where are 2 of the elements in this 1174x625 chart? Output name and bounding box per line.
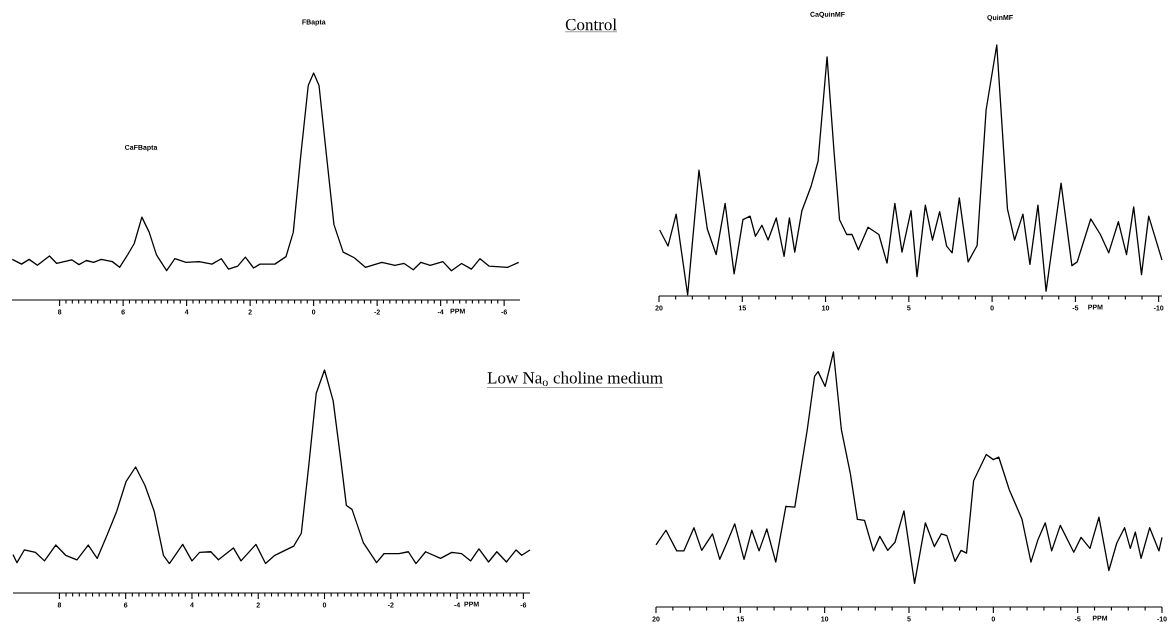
chart-title: Control [565, 18, 617, 31]
text: Low Na$_{o}$ choline medium [487, 371, 663, 387]
